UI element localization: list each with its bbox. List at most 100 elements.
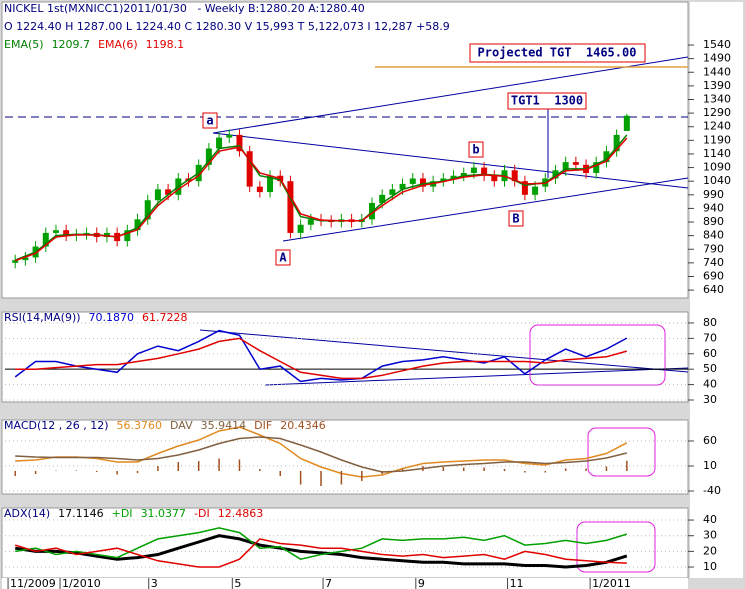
y-tick-label: 1390 (703, 79, 731, 92)
y-tick-label: 70 (703, 331, 717, 344)
annotation-box (507, 92, 587, 110)
candle-body (256, 186, 263, 193)
y-tick-label: 40 (703, 513, 717, 526)
y-tick-label: 10 (703, 459, 717, 472)
y-tick-label: 30 (703, 393, 717, 406)
annotation-box (202, 112, 218, 129)
x-tick-label: 7 (325, 577, 332, 589)
chart-subtitle: O 1224.40 H 1287.00 L 1224.40 C 1280.30 … (4, 20, 450, 33)
candle-body (134, 219, 141, 231)
x-tick-label: 11/2009 (10, 577, 56, 589)
y-tick-label: 790 (703, 242, 724, 255)
x-tick-label: 9 (418, 577, 425, 589)
legend-text: DAV (170, 419, 193, 432)
series-line (14, 137, 628, 262)
candle-body (246, 151, 253, 187)
legend-text: MACD(12 , 26 , 12) (4, 419, 109, 432)
series-line (14, 329, 628, 383)
candle-body (205, 148, 212, 165)
candle-body (389, 189, 396, 195)
candle-body (267, 175, 274, 193)
chart-title: NICKEL 1st(MXNICC1)2011/01/30 - Weekly B… (4, 2, 365, 15)
legend-text: 17.1146 (58, 507, 104, 520)
y-tick-label: 1440 (703, 65, 731, 78)
legend-text: 35.9414 (201, 419, 247, 432)
x-tick-label: 1/2010 (62, 577, 101, 589)
legend-text: 12.4863 (218, 507, 264, 520)
candle-body (165, 189, 172, 195)
candle-body (287, 181, 294, 233)
macd-panel (1, 419, 689, 495)
y-tick-label: 80 (703, 316, 717, 329)
candle-body (22, 257, 29, 261)
x-tick-label: 1/2011 (592, 577, 631, 589)
candle-body (481, 167, 488, 176)
candle-body (450, 175, 457, 179)
annotation-box (275, 249, 291, 266)
highlight-box (576, 521, 656, 573)
y-tick-label: 1540 (703, 38, 731, 51)
candle-body (491, 175, 498, 182)
legend-text: ADX(14) (4, 507, 50, 520)
legend-text: RSI(14,MA(9)) (4, 311, 81, 324)
trendline (199, 329, 689, 373)
y-tick-label: 60 (703, 347, 717, 360)
y-tick-label: -40 (703, 484, 721, 497)
y-tick-label: 1090 (703, 161, 731, 174)
series-line (15, 436, 627, 473)
candle-body (297, 224, 304, 233)
y-tick-label: 1340 (703, 92, 731, 105)
legend-text: 70.1870 (89, 311, 135, 324)
y-tick-label: 1490 (703, 52, 731, 65)
annotation-box (469, 43, 646, 63)
annotation: b (472, 143, 479, 157)
candle-body (440, 178, 447, 182)
series-line (15, 527, 628, 560)
candle-body (593, 162, 600, 174)
legend-text: -DI (194, 507, 210, 520)
y-tick-label: 30 (703, 529, 717, 542)
annotation: B (512, 212, 519, 226)
candle-body (511, 170, 518, 182)
candle-body (603, 151, 610, 163)
y-tick-label: 740 (703, 256, 724, 269)
candle-body (409, 178, 416, 184)
trendline (282, 177, 689, 242)
legend-text: 1198.1 (146, 38, 185, 51)
y-tick-label: 890 (703, 215, 724, 228)
x-tick-label: 3 (151, 577, 158, 589)
y-tick-label: 1240 (703, 120, 731, 133)
candle-body (307, 219, 314, 225)
candle-body (552, 170, 559, 179)
y-tick-label: 840 (703, 229, 724, 242)
y-tick-label: 1040 (703, 174, 731, 187)
candle-body (623, 115, 630, 131)
candle-body (42, 232, 49, 247)
legend-text: 31.0377 (141, 507, 187, 520)
y-tick-label: 20 (703, 544, 717, 557)
legend-text: 61.7228 (142, 311, 188, 324)
annotation: A (279, 251, 287, 265)
legend-text: 1209.7 (52, 38, 91, 51)
candle-body (532, 186, 539, 195)
y-tick-label: 640 (703, 283, 724, 296)
legend-text: +DI (112, 507, 133, 520)
series-line (15, 337, 628, 380)
candle-body (613, 134, 620, 152)
candle-body (419, 178, 426, 187)
candle-body (460, 173, 467, 176)
candle-body (63, 230, 70, 236)
y-tick-label: 40 (703, 378, 717, 391)
candle-body (399, 183, 406, 190)
highlight-box (587, 427, 656, 477)
y-tick-label: 1290 (703, 106, 731, 119)
y-tick-label: 690 (703, 269, 724, 282)
marks (5, 113, 688, 569)
candle-body (12, 260, 19, 263)
y-tick-label: 1190 (703, 133, 731, 146)
x-tick-label: 5 (234, 577, 241, 589)
annotation-box (468, 141, 484, 158)
candle-body (226, 134, 233, 138)
x-tick-label: 11 (510, 577, 524, 589)
